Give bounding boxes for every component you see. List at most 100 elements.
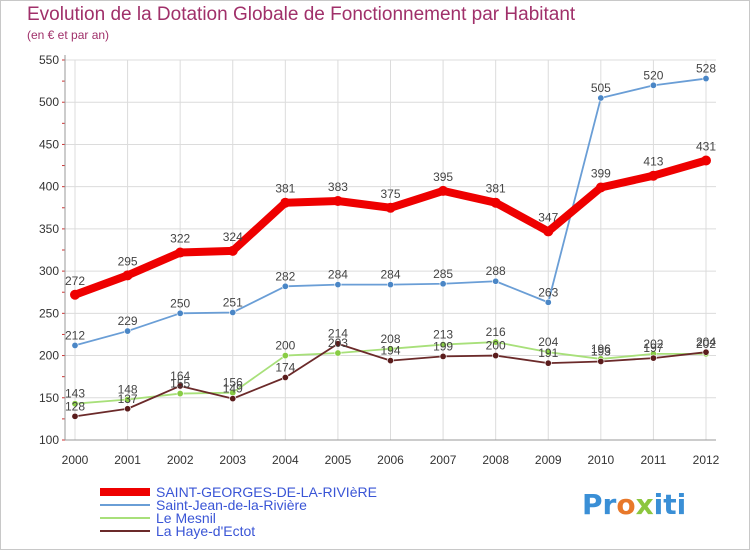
data-point xyxy=(71,400,79,408)
data-point xyxy=(280,197,291,208)
data-label: 213 xyxy=(433,328,453,342)
data-label: 155 xyxy=(170,377,190,391)
data-point xyxy=(176,390,184,398)
data-label: 197 xyxy=(643,341,663,355)
data-point xyxy=(595,182,606,193)
data-point xyxy=(229,395,237,403)
x-tick-label: 2001 xyxy=(114,453,141,467)
data-point xyxy=(439,341,447,349)
data-label: 204 xyxy=(696,335,716,349)
data-point xyxy=(281,374,289,382)
data-label: 204 xyxy=(538,335,558,349)
data-point xyxy=(175,247,186,258)
data-point xyxy=(386,345,394,353)
data-point xyxy=(701,155,711,166)
data-label: 174 xyxy=(275,361,295,375)
data-label: 194 xyxy=(380,344,400,358)
data-point xyxy=(649,81,657,89)
data-label: 375 xyxy=(380,187,400,201)
data-point xyxy=(439,352,447,360)
x-tick-label: 2011 xyxy=(641,453,667,467)
data-point xyxy=(334,340,342,348)
x-tick-label: 2010 xyxy=(587,453,614,467)
data-point xyxy=(597,357,605,365)
legend-entry: La Haye-d'Ectot xyxy=(156,523,255,539)
data-point xyxy=(71,341,79,349)
data-point xyxy=(176,382,184,390)
data-label: 200 xyxy=(486,339,506,353)
legend-entry: SAINT-GEORGES-DE-LA-RIVIèRE xyxy=(156,484,377,500)
data-point xyxy=(439,280,447,288)
data-point xyxy=(334,281,342,289)
axis-layer: 100 150 200 250 300 350 400 450 500 550 2000 2001 20… xyxy=(39,53,720,467)
data-label: 212 xyxy=(65,328,85,342)
legend: SAINT-GEORGES-DE-LA-RIVIèRESaint-Jean-de… xyxy=(100,484,377,539)
series-layer xyxy=(70,75,711,420)
data-label: 191 xyxy=(538,346,558,360)
data-label: 216 xyxy=(486,325,506,339)
data-point xyxy=(176,309,184,317)
proxiti-logo: Proxiti xyxy=(582,488,686,521)
data-label: 295 xyxy=(118,254,138,268)
data-point xyxy=(334,349,342,357)
data-label: 272 xyxy=(65,274,85,288)
y-tick-label: 350 xyxy=(39,222,59,236)
logo-part: Pr xyxy=(582,488,617,521)
x-tick-label: 2000 xyxy=(62,453,89,467)
logo-part: iti xyxy=(653,488,687,521)
data-label: 263 xyxy=(538,285,558,299)
y-tick-label: 500 xyxy=(39,95,59,109)
data-point xyxy=(71,412,79,420)
y-tick-label: 450 xyxy=(39,137,59,151)
grid-layer xyxy=(65,59,716,441)
data-point xyxy=(544,359,552,367)
logo-part: o xyxy=(616,488,636,521)
data-point xyxy=(492,352,500,360)
data-point xyxy=(544,298,552,306)
data-label: 196 xyxy=(591,342,611,356)
data-point xyxy=(385,202,396,213)
data-label: 148 xyxy=(118,382,138,396)
data-point xyxy=(227,245,238,256)
data-point xyxy=(124,405,132,413)
data-point xyxy=(649,354,657,362)
data-label: 284 xyxy=(328,268,348,282)
data-label: 284 xyxy=(380,268,400,282)
data-label: 229 xyxy=(118,314,138,328)
data-label: 200 xyxy=(275,339,295,353)
x-tick-label: 2009 xyxy=(535,453,562,467)
y-tick-label: 300 xyxy=(39,264,59,278)
data-label: 285 xyxy=(433,267,453,281)
data-label: 214 xyxy=(328,327,348,341)
data-point xyxy=(492,277,500,285)
chart-subtitle: (en € et par an) xyxy=(27,28,110,42)
data-label: 193 xyxy=(591,344,611,358)
data-point xyxy=(122,270,133,281)
data-point xyxy=(124,327,132,335)
x-tick-label: 2007 xyxy=(430,453,457,467)
y-tick-label: 200 xyxy=(39,349,59,363)
data-label: 282 xyxy=(275,269,295,283)
data-label: 288 xyxy=(486,264,506,278)
data-point xyxy=(281,352,289,360)
data-label: 202 xyxy=(696,337,716,351)
legend-entry: Le Mesnil xyxy=(156,510,216,526)
data-label: 413 xyxy=(643,155,663,169)
data-point xyxy=(281,282,289,290)
data-label: 399 xyxy=(591,167,611,181)
legend-entry: Saint-Jean-de-la-Rivière xyxy=(156,497,307,513)
data-label: 202 xyxy=(643,337,663,351)
data-label: 156 xyxy=(223,376,243,390)
data-label: 324 xyxy=(223,230,243,244)
data-point xyxy=(332,196,343,207)
data-label: 143 xyxy=(65,387,85,401)
data-point xyxy=(229,308,237,316)
data-label: 251 xyxy=(223,295,243,309)
data-label: 164 xyxy=(170,369,190,383)
logo-part: x xyxy=(635,488,654,521)
data-point xyxy=(544,348,552,356)
label-layer: 212 229 250 251 282 284 284 285 288 263 505 520 528 1… xyxy=(65,62,716,414)
data-label: 505 xyxy=(591,81,611,95)
data-label: 149 xyxy=(223,382,243,396)
